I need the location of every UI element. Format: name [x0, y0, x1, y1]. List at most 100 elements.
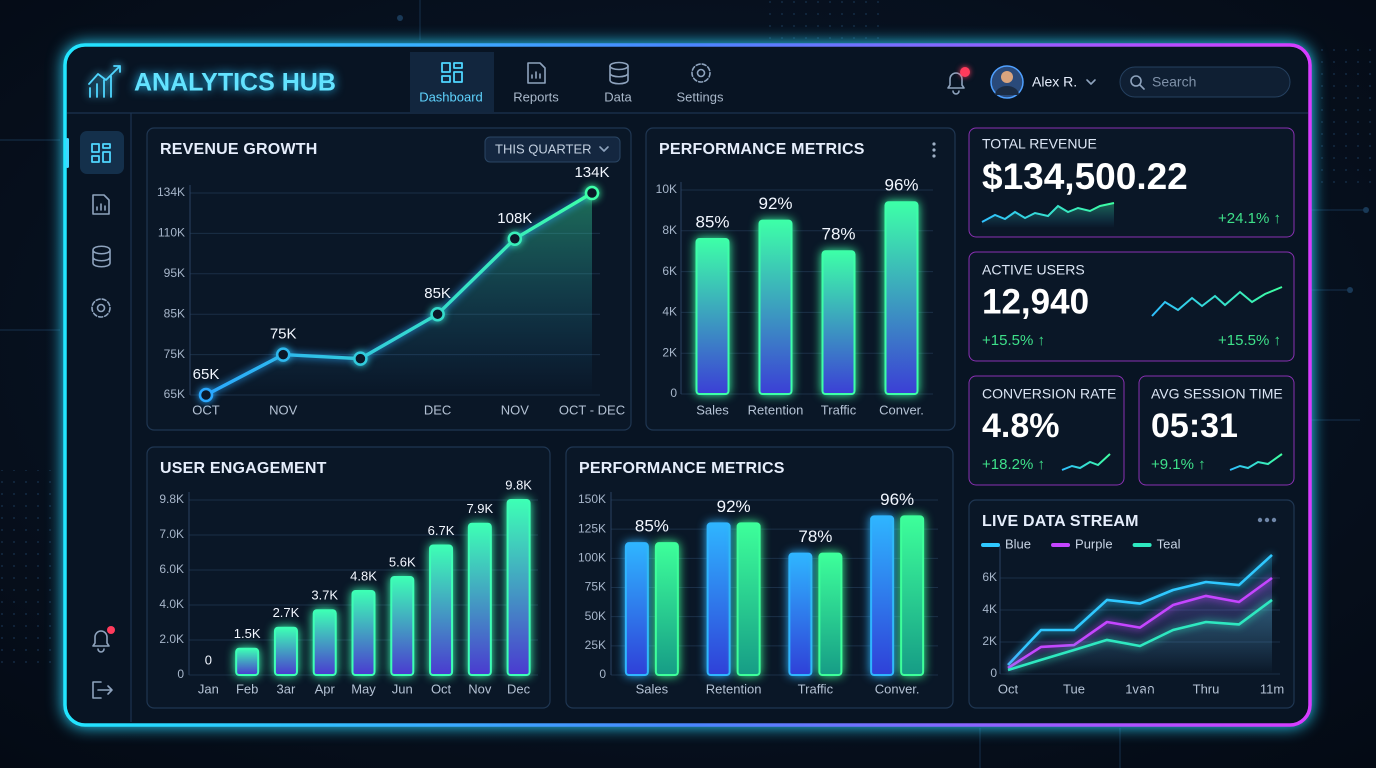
y-tick-label: 85K [164, 306, 185, 320]
bar-annotation: 92% [717, 497, 751, 516]
bar [758, 219, 793, 395]
user-menu[interactable] [1086, 79, 1096, 85]
x-tick-label: 1vลก [1125, 681, 1155, 696]
icon-dashboard[interactable] [91, 143, 111, 163]
decoration [760, 0, 880, 40]
user-menu[interactable] [1001, 71, 1013, 83]
nav-tab[interactable]: Settings [677, 63, 724, 104]
nav-tab[interactable] [609, 65, 629, 85]
x-tick-label: Retention [748, 402, 804, 417]
nav-label[interactable]: Settings [677, 89, 724, 104]
dropdown-label: THIS QUARTER [495, 141, 592, 156]
kpi-card [968, 127, 1295, 238]
line [1007, 598, 1273, 672]
point [584, 185, 600, 201]
kpi-change: +15.5% ↑ [1218, 332, 1281, 349]
kpi-value: 4.8% [982, 407, 1060, 445]
kpi-value: $134,500.22 [982, 156, 1188, 197]
data-label: 6.7K [428, 523, 455, 538]
menu-dot [932, 148, 936, 152]
kpi-card [1151, 286, 1283, 317]
user-menu[interactable]: Alex R. [990, 65, 1096, 99]
icon-settings[interactable] [96, 303, 106, 313]
y-tick-label: 125K [578, 521, 606, 535]
notifications[interactable] [947, 67, 970, 95]
x-tick-label: Feb [236, 681, 258, 696]
data-label: 1.5K [234, 626, 261, 641]
data-label: 75K [270, 326, 297, 343]
bar [624, 542, 649, 677]
nav-label[interactable]: Data [604, 89, 632, 104]
search-box[interactable] [1119, 66, 1291, 98]
panel-title: PERFORMANCE METRICS [659, 141, 865, 158]
notifications[interactable] [947, 72, 965, 95]
icon-settings[interactable] [91, 298, 111, 318]
nav-tab[interactable]: Dashboard [419, 62, 483, 104]
bar [695, 237, 730, 395]
x-tick-label: 11m [1260, 681, 1284, 696]
notifications[interactable] [960, 67, 970, 77]
panel-title: LIVE DATA STREAM [982, 513, 1139, 530]
data-label: 5.6K [389, 554, 416, 569]
icon-logout[interactable] [92, 681, 113, 699]
icon-alerts[interactable] [92, 630, 110, 653]
data-label: 2.7K [273, 605, 300, 620]
panel-title: USER ENGAGEMENT [160, 460, 327, 477]
data-label: 4.8K [350, 568, 377, 583]
nav-tab[interactable] [527, 62, 546, 84]
menu-dot [932, 154, 936, 158]
x-tick-label: Traffic [821, 402, 857, 417]
y-tick-label: 0 [599, 667, 606, 681]
bar [312, 609, 337, 676]
data-label: 3.7K [311, 588, 338, 603]
sidebar-indicator [66, 138, 69, 168]
x-tick-label: Retention [706, 681, 762, 696]
x-tick-label: Jan [198, 681, 219, 696]
nav-label[interactable]: Reports [513, 89, 559, 104]
sidebar-active [80, 131, 124, 174]
decoration [397, 15, 403, 21]
nav-tab[interactable]: Data [604, 61, 632, 105]
logo [88, 65, 121, 98]
user-menu[interactable] [995, 86, 1019, 95]
search-box[interactable] [1130, 75, 1142, 87]
nav-tab[interactable] [691, 63, 711, 83]
nav-tab[interactable] [441, 62, 463, 83]
y-tick-label: 9.8K [159, 492, 184, 506]
kpi-value: 05:31 [1151, 407, 1238, 445]
bar [351, 590, 376, 676]
x-tick-label: OCT [192, 402, 220, 417]
line [205, 191, 593, 397]
bar-annotation: 96% [880, 490, 914, 509]
nav-tab[interactable]: Reports [513, 62, 559, 104]
bar [818, 552, 843, 677]
app-title: ANALYTICS HUB [134, 69, 336, 97]
dropdown-chevron [599, 146, 609, 152]
y-tick-label: 6.0K [159, 562, 184, 576]
user-name[interactable]: Alex R. [1032, 74, 1077, 90]
y-tick-label: 4.0K [159, 597, 184, 611]
panel-title: REVENUE GROWTH [160, 141, 317, 158]
y-tick-label: 2K [662, 345, 677, 359]
menu-dot [1271, 517, 1277, 523]
nav-label[interactable]: Dashboard [419, 89, 483, 104]
y-tick-label: 2K [982, 634, 997, 648]
bar [788, 552, 813, 677]
point [275, 347, 291, 362]
search-box[interactable]: Search [1119, 66, 1291, 98]
decoration [1347, 287, 1353, 293]
search-placeholder[interactable]: Search [1152, 74, 1196, 90]
sidebar[interactable] [66, 131, 124, 699]
kpi-card [968, 375, 1125, 486]
search-box[interactable] [1139, 84, 1145, 90]
icon-data[interactable] [92, 245, 111, 268]
filter-dropdown[interactable]: THIS QUARTER [484, 136, 621, 163]
icon-reports[interactable] [92, 194, 110, 215]
nav-tab[interactable] [696, 68, 706, 78]
point [353, 351, 368, 366]
x-tick-label: Sales [636, 681, 669, 696]
nav[interactable]: Dashboard Reports Data Settings [410, 52, 724, 112]
y-tick-label: 10K [656, 182, 677, 196]
